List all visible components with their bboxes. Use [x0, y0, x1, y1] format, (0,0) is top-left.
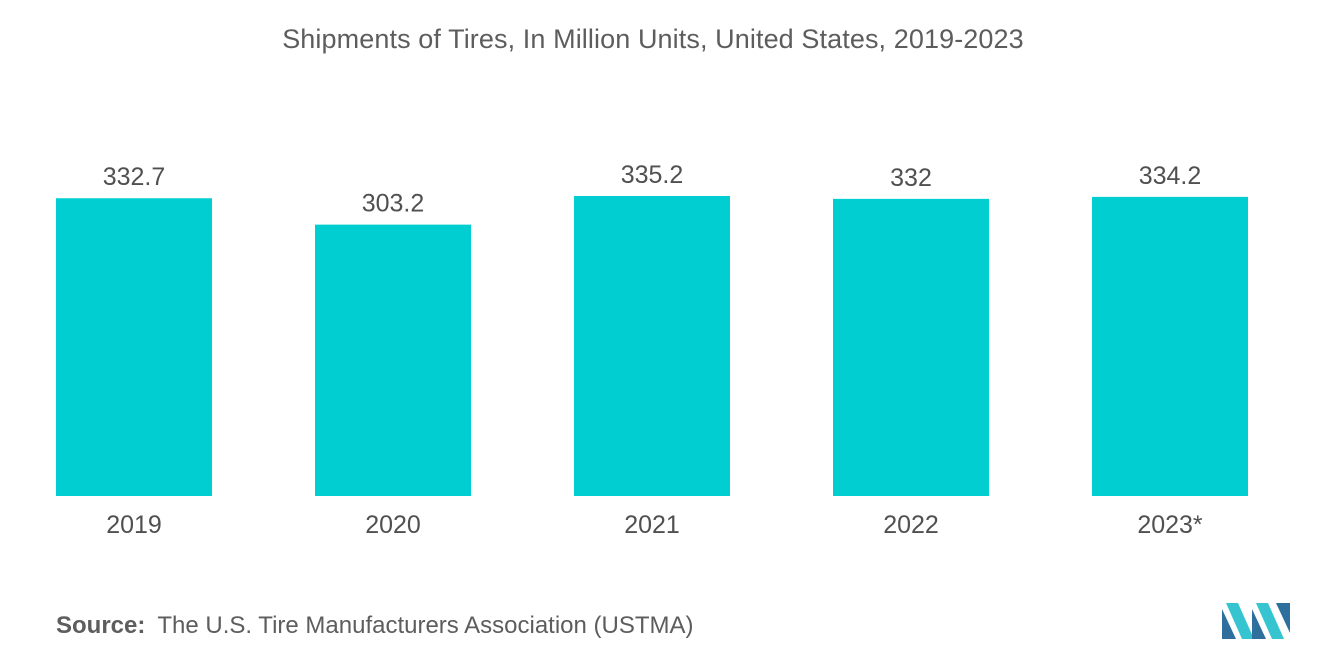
value-label-2022: 332	[890, 164, 932, 192]
bar-chart: 332.7 303.2 335.2 332 334.2 2019 2020 2021 2022…	[56, 161, 1248, 539]
category-label-2023*: 2023*	[1137, 511, 1203, 539]
bar-2021	[574, 196, 730, 496]
bar-2023*	[1092, 196, 1248, 496]
mordor-intelligence-logo-icon	[1222, 603, 1290, 639]
bar-2019	[56, 198, 212, 496]
value-label-2021: 335.2	[621, 161, 684, 189]
logo-shape-mid-left	[1226, 603, 1254, 639]
logo-shape-left	[1222, 609, 1236, 639]
labels-layer: 332.7 303.2 335.2 332 334.2	[103, 161, 1202, 218]
value-label-2020: 303.2	[362, 190, 425, 218]
category-label-2022: 2022	[883, 511, 939, 539]
source-note: Source: The U.S. Tire Manufacturers Assoc…	[56, 612, 694, 640]
category-label-2019: 2019	[106, 511, 162, 539]
chart-title: Shipments of Tires, In Million Units, Un…	[282, 24, 1024, 54]
logo-shape-mid-right	[1256, 603, 1284, 639]
value-label-2019: 332.7	[103, 163, 166, 191]
bars-layer	[56, 196, 1248, 497]
logo-shape-center	[1252, 609, 1266, 639]
category-label-2020: 2020	[365, 511, 421, 539]
category-label-2021: 2021	[624, 511, 680, 539]
bar-2022	[833, 198, 989, 497]
bar-2020	[315, 224, 471, 496]
source-text: The U.S. Tire Manufacturers Association …	[157, 612, 694, 639]
value-label-2023*: 334.2	[1139, 162, 1202, 190]
logo-shape-right	[1276, 603, 1290, 633]
category-labels-layer: 2019 2020 2021 2022 2023*	[106, 511, 1203, 539]
source-prefix: Source:	[56, 612, 146, 639]
